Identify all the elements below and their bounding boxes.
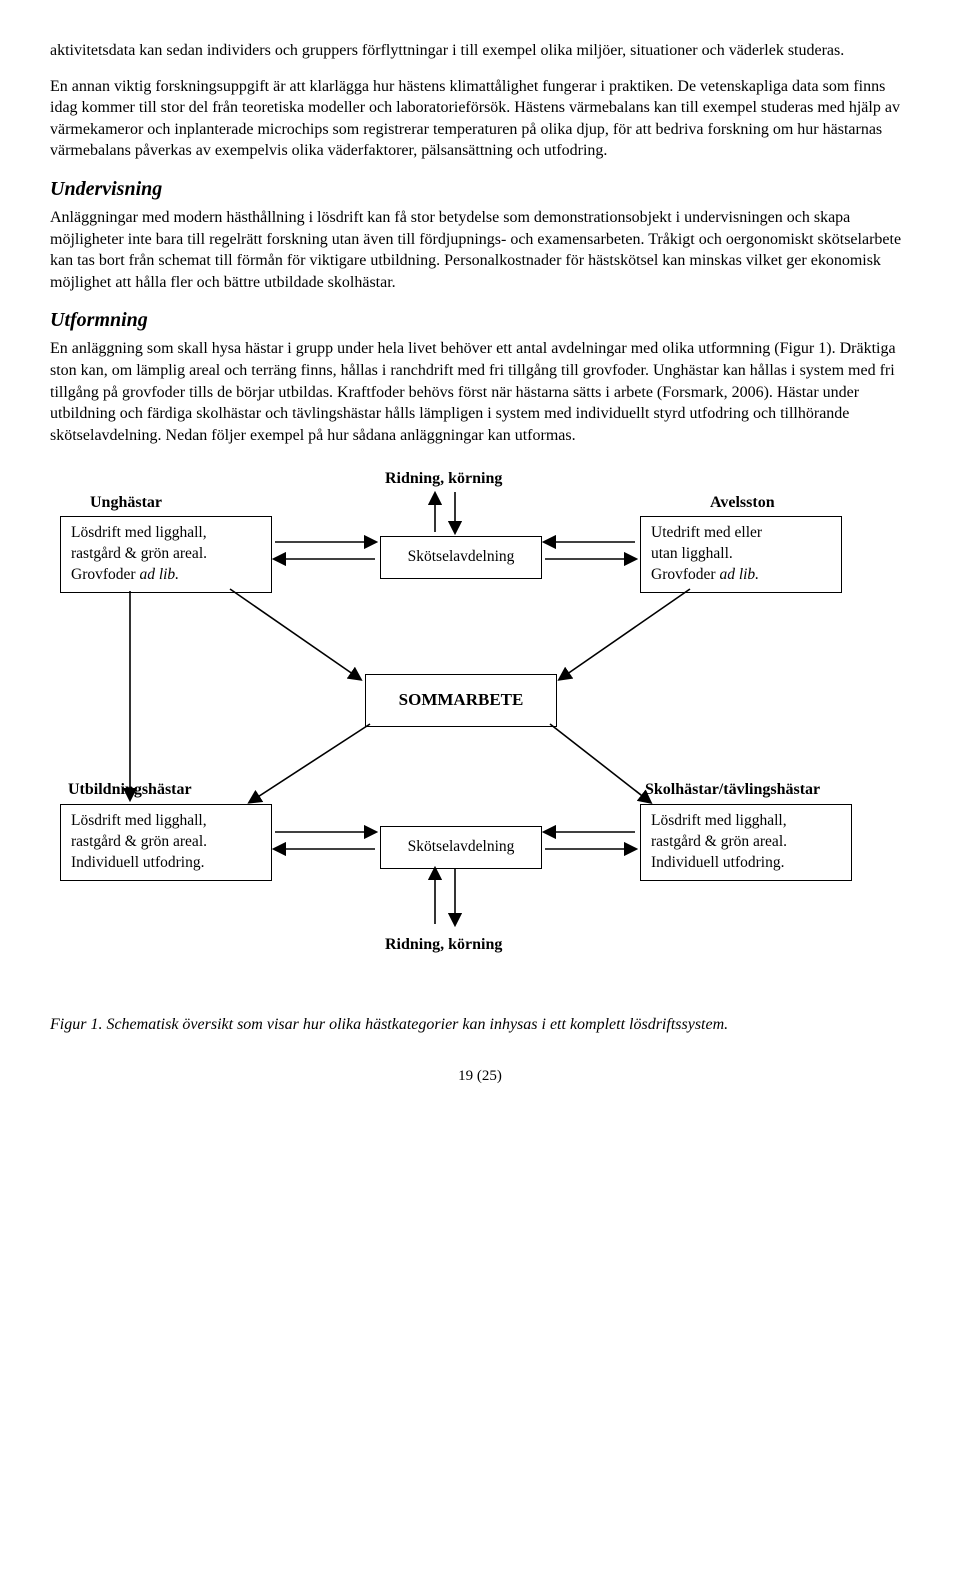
box-utbildningshastar: Lösdrift med ligghall, rastgård & grön a… bbox=[60, 804, 272, 881]
label-ridning-top: Ridning, körning bbox=[385, 468, 502, 490]
paragraph-1: aktivitetsdata kan sedan individers och … bbox=[50, 40, 910, 62]
figure-1-diagram: Unghästar Ridning, körning Avelsston Lös… bbox=[50, 464, 910, 994]
figure-caption: Figur 1. Schematisk översikt som visar h… bbox=[50, 1014, 910, 1036]
box-avelsston: Utedrift med eller utan ligghall. Grovfo… bbox=[640, 516, 842, 593]
avelsston-line3a: Grovfoder bbox=[651, 566, 719, 583]
skol-line3: Individuell utfodring. bbox=[651, 854, 784, 871]
avelsston-line2: utan ligghall. bbox=[651, 545, 733, 562]
paragraph-2: En annan viktig forskningsuppgift är att… bbox=[50, 76, 910, 162]
figure-number: Figur 1. bbox=[50, 1016, 106, 1033]
label-unghastar: Unghästar bbox=[90, 492, 162, 514]
box-skotsel-top: Skötselavdelning bbox=[380, 536, 542, 579]
avelsston-adlib: ad lib. bbox=[719, 566, 759, 583]
figure-text: Schematisk översikt som visar hur olika … bbox=[106, 1016, 728, 1033]
label-ridning-bottom: Ridning, körning bbox=[385, 934, 502, 956]
box-unghastar: Lösdrift med ligghall, rastgård & grön a… bbox=[60, 516, 272, 593]
page-number: 19 (25) bbox=[50, 1066, 910, 1086]
paragraph-3: Anläggningar med modern hästhållning i l… bbox=[50, 207, 910, 293]
avelsston-line1: Utedrift med eller bbox=[651, 524, 762, 541]
unghastar-adlib: ad lib. bbox=[139, 566, 179, 583]
box-sommarbete: SOMMARBETE bbox=[365, 674, 557, 727]
utb-line2: rastgård & grön areal. bbox=[71, 833, 207, 850]
paragraph-4: En anläggning som skall hysa hästar i gr… bbox=[50, 338, 910, 446]
utb-line3: Individuell utfodring. bbox=[71, 854, 204, 871]
box-skotsel-bottom: Skötselavdelning bbox=[380, 826, 542, 869]
utb-line1: Lösdrift med ligghall, bbox=[71, 812, 207, 829]
skol-line2: rastgård & grön areal. bbox=[651, 833, 787, 850]
unghastar-line2: rastgård & grön areal. bbox=[71, 545, 207, 562]
skol-line1: Lösdrift med ligghall, bbox=[651, 812, 787, 829]
box-skolhastar: Lösdrift med ligghall, rastgård & grön a… bbox=[640, 804, 852, 881]
label-avelsston: Avelsston bbox=[710, 492, 775, 514]
label-utbildningshastar: Utbildningshästar bbox=[68, 779, 192, 801]
unghastar-line3a: Grovfoder bbox=[71, 566, 139, 583]
label-skolhastar: Skolhästar/tävlingshästar bbox=[645, 779, 820, 801]
unghastar-line1: Lösdrift med ligghall, bbox=[71, 524, 207, 541]
heading-undervisning: Undervisning bbox=[50, 176, 910, 203]
heading-utformning: Utformning bbox=[50, 307, 910, 334]
